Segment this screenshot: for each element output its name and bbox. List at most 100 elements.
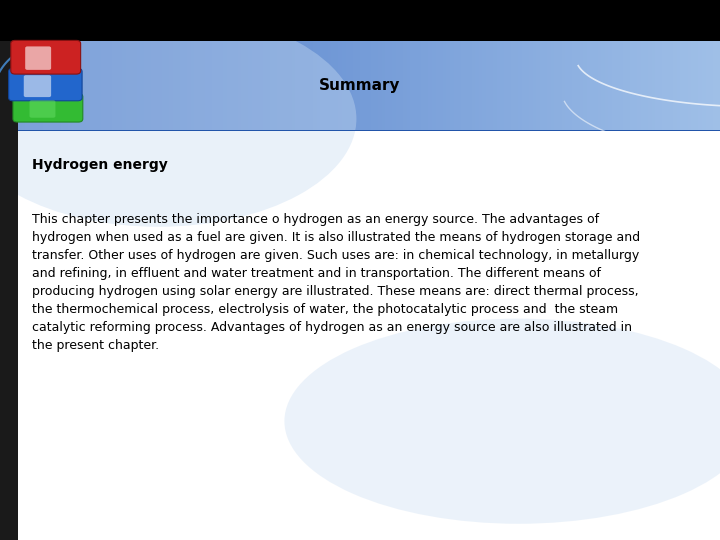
Bar [227,40,231,130]
Bar [356,40,361,130]
Bar [425,40,429,130]
Bar [335,40,339,130]
Bar [122,40,127,130]
Bar [680,40,685,130]
Bar [50,40,55,130]
Bar [587,40,591,130]
Bar [702,40,706,130]
Bar [486,40,490,130]
Bar [443,40,447,130]
Bar [40,40,44,130]
Bar [544,40,548,130]
Bar [0,40,4,130]
Bar [385,40,390,130]
Bar [270,40,274,130]
Bar [61,40,66,130]
Ellipse shape [0,11,356,227]
Bar [302,40,307,130]
Bar [562,40,566,130]
Bar [551,40,555,130]
Bar [479,40,483,130]
Bar [504,40,508,130]
Bar [191,40,195,130]
Bar [0,40,18,540]
Bar [97,40,102,130]
Bar [292,40,296,130]
Bar [472,40,476,130]
Bar [245,40,249,130]
Bar [22,40,26,130]
Bar [454,40,458,130]
Bar [173,40,177,130]
Bar [457,40,462,130]
FancyBboxPatch shape [25,46,51,70]
Bar [493,40,498,130]
Bar [274,40,278,130]
Bar [608,40,613,130]
Bar [659,40,663,130]
Bar [299,40,303,130]
Bar [684,40,688,130]
Bar [677,40,681,130]
Bar [313,40,318,130]
Bar [400,40,404,130]
Bar [101,40,105,130]
FancyBboxPatch shape [9,69,82,101]
Bar [414,40,418,130]
Bar [637,40,642,130]
Bar [317,40,321,130]
Bar [11,40,15,130]
Bar [130,40,134,130]
Bar [389,40,393,130]
Bar [331,40,336,130]
Bar [86,40,91,130]
Bar [94,40,98,130]
FancyBboxPatch shape [11,40,81,74]
Bar [432,40,436,130]
Bar [572,40,577,130]
Bar [468,40,472,130]
Bar [65,40,69,130]
Bar [126,40,130,130]
Bar [158,40,163,130]
Bar [259,40,264,130]
Bar [648,40,652,130]
Bar [601,40,606,130]
Bar [461,40,465,130]
Bar [256,40,260,130]
Bar [220,40,224,130]
FancyBboxPatch shape [30,100,55,118]
Bar [216,40,220,130]
Bar [306,40,310,130]
Bar [475,40,480,130]
Bar [688,40,692,130]
Bar [666,40,670,130]
Bar [137,40,141,130]
Bar [14,40,19,130]
Bar [382,40,386,130]
Bar [209,40,213,130]
Bar [569,40,573,130]
Bar [72,40,76,130]
Bar [90,40,94,130]
Bar [547,40,552,130]
Bar [238,40,242,130]
Bar [4,40,8,130]
Bar [371,40,375,130]
Bar [194,40,199,130]
Bar [148,40,152,130]
Bar [25,40,30,130]
Bar [162,40,166,130]
Bar [428,40,433,130]
Bar [112,40,116,130]
Bar [497,40,501,130]
Bar [187,40,192,130]
Bar [619,40,624,130]
Bar [7,40,12,130]
Bar [590,40,595,130]
Bar [526,40,530,130]
Bar [108,40,112,130]
Text: Summary: Summary [319,78,401,92]
Bar [205,40,210,130]
Bar [144,40,148,130]
